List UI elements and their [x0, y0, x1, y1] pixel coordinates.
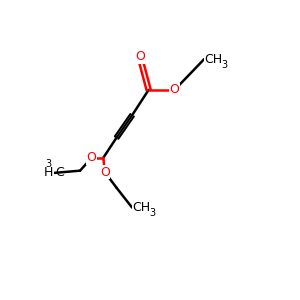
- Text: 3: 3: [222, 60, 228, 70]
- Text: O: O: [135, 50, 145, 63]
- Text: CH: CH: [204, 52, 222, 66]
- Text: 3: 3: [46, 159, 52, 169]
- Text: H: H: [44, 167, 53, 179]
- Text: CH: CH: [132, 201, 150, 214]
- Text: 3: 3: [150, 208, 156, 218]
- Text: O: O: [87, 151, 97, 164]
- Text: O: O: [170, 83, 180, 96]
- Text: O: O: [100, 166, 110, 179]
- Text: C: C: [56, 167, 64, 179]
